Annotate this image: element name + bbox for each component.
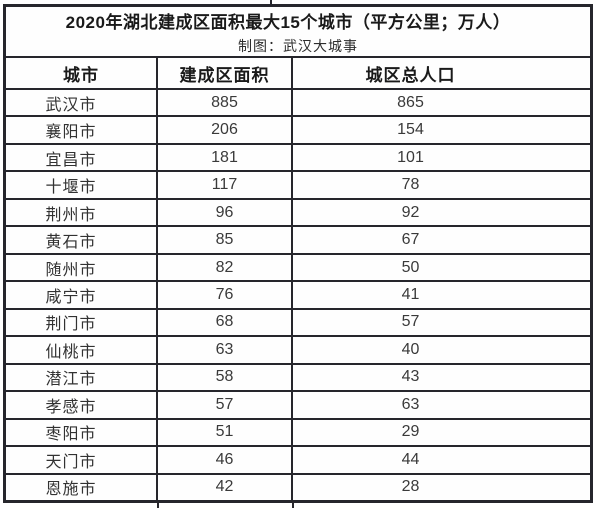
table-row: 随州市 82 50 bbox=[6, 254, 590, 283]
cell-city: 枣阳市 bbox=[6, 419, 158, 446]
table-row: 孝感市 57 63 bbox=[6, 392, 590, 420]
cell-city: 荆州市 bbox=[6, 199, 158, 226]
cell-built-up-area: 82 bbox=[158, 254, 293, 281]
cell-city: 孝感市 bbox=[6, 392, 158, 418]
cell-city: 随州市 bbox=[6, 254, 158, 281]
table-row: 咸宁市 76 41 bbox=[6, 282, 590, 310]
cell-urban-population: 78 bbox=[401, 176, 420, 194]
cell-built-up-area: 51 bbox=[158, 419, 293, 446]
cell-built-up-area: 58 bbox=[158, 364, 293, 391]
table-row: 黄石市 85 67 bbox=[6, 227, 590, 255]
cell-urban-population: 28 bbox=[401, 478, 420, 496]
cell-built-up-area: 885 bbox=[158, 90, 293, 116]
gridline-stub-bottom-right bbox=[292, 501, 294, 508]
table-row: 宜昌市 181 101 bbox=[6, 144, 590, 173]
cell-urban-population: 50 bbox=[401, 258, 420, 276]
table-row: 十堰市 117 78 bbox=[6, 172, 590, 200]
table-row: 荆州市 96 92 bbox=[6, 199, 590, 228]
cell-urban-population: 57 bbox=[401, 313, 420, 331]
cell-built-up-area: 63 bbox=[158, 337, 293, 363]
cell-urban-population: 63 bbox=[401, 395, 420, 413]
cell-built-up-area: 68 bbox=[158, 309, 293, 336]
cell-urban-population: 101 bbox=[397, 148, 424, 166]
gridline-stub-bottom-left bbox=[157, 501, 159, 508]
column-header-city: 城市 bbox=[6, 58, 158, 88]
cell-built-up-area: 181 bbox=[158, 144, 293, 171]
cell-city: 仙桃市 bbox=[6, 337, 158, 363]
cell-city: 十堰市 bbox=[6, 172, 158, 198]
table-row: 恩施市 42 28 bbox=[6, 474, 590, 501]
cell-urban-population: 154 bbox=[397, 121, 424, 139]
table-title-block: 2020年湖北建成区面积最大15个城市（平方公里；万人） 制图：武汉大城事 bbox=[6, 7, 590, 58]
cell-built-up-area: 117 bbox=[158, 172, 293, 198]
table-body: 武汉市 885 865 襄阳市 206 154 宜昌市 181 101 十堰市 117 78 荆州市 96… bbox=[6, 90, 590, 501]
table-row: 荆门市 68 57 bbox=[6, 309, 590, 338]
table-header-row: 城市 建成区面积 城区总人口 bbox=[6, 58, 590, 90]
cell-urban-population: 865 bbox=[397, 93, 424, 111]
cell-city: 恩施市 bbox=[6, 474, 158, 501]
cell-urban-population: 41 bbox=[401, 286, 420, 304]
cell-city: 襄阳市 bbox=[6, 117, 158, 143]
table-row: 枣阳市 51 29 bbox=[6, 419, 590, 448]
cell-city: 宜昌市 bbox=[6, 144, 158, 171]
table-row: 襄阳市 206 154 bbox=[6, 117, 590, 145]
table-row: 潜江市 58 43 bbox=[6, 364, 590, 393]
cell-built-up-area: 76 bbox=[158, 282, 293, 308]
cell-built-up-area: 42 bbox=[158, 474, 293, 501]
cell-urban-population: 43 bbox=[401, 368, 420, 386]
cell-urban-population: 29 bbox=[401, 423, 420, 441]
table-subtitle: 制图：武汉大城事 bbox=[238, 37, 358, 54]
cell-urban-population: 44 bbox=[401, 450, 420, 468]
cell-urban-population: 40 bbox=[401, 340, 420, 358]
cell-city: 黄石市 bbox=[6, 227, 158, 253]
cell-city: 天门市 bbox=[6, 447, 158, 473]
table-row: 天门市 46 44 bbox=[6, 447, 590, 475]
cell-urban-population: 92 bbox=[401, 203, 420, 221]
data-table: 2020年湖北建成区面积最大15个城市（平方公里；万人） 制图：武汉大城事 城市… bbox=[3, 4, 593, 503]
cell-city: 潜江市 bbox=[6, 364, 158, 391]
column-header-urban-population: 城区总人口 bbox=[365, 65, 456, 85]
table-row: 武汉市 885 865 bbox=[6, 90, 590, 118]
cell-city: 咸宁市 bbox=[6, 282, 158, 308]
table-title: 2020年湖北建成区面积最大15个城市（平方公里；万人） bbox=[65, 12, 511, 32]
gridline-stub-top bbox=[270, 0, 272, 4]
cell-built-up-area: 57 bbox=[158, 392, 293, 418]
cell-city: 武汉市 bbox=[6, 90, 158, 116]
table-row: 仙桃市 63 40 bbox=[6, 337, 590, 365]
cell-built-up-area: 206 bbox=[158, 117, 293, 143]
cell-built-up-area: 96 bbox=[158, 199, 293, 226]
cell-city: 荆门市 bbox=[6, 309, 158, 336]
cell-built-up-area: 46 bbox=[158, 447, 293, 473]
cell-built-up-area: 85 bbox=[158, 227, 293, 253]
column-header-built-up-area: 建成区面积 bbox=[158, 58, 293, 88]
cell-urban-population: 67 bbox=[401, 231, 420, 249]
